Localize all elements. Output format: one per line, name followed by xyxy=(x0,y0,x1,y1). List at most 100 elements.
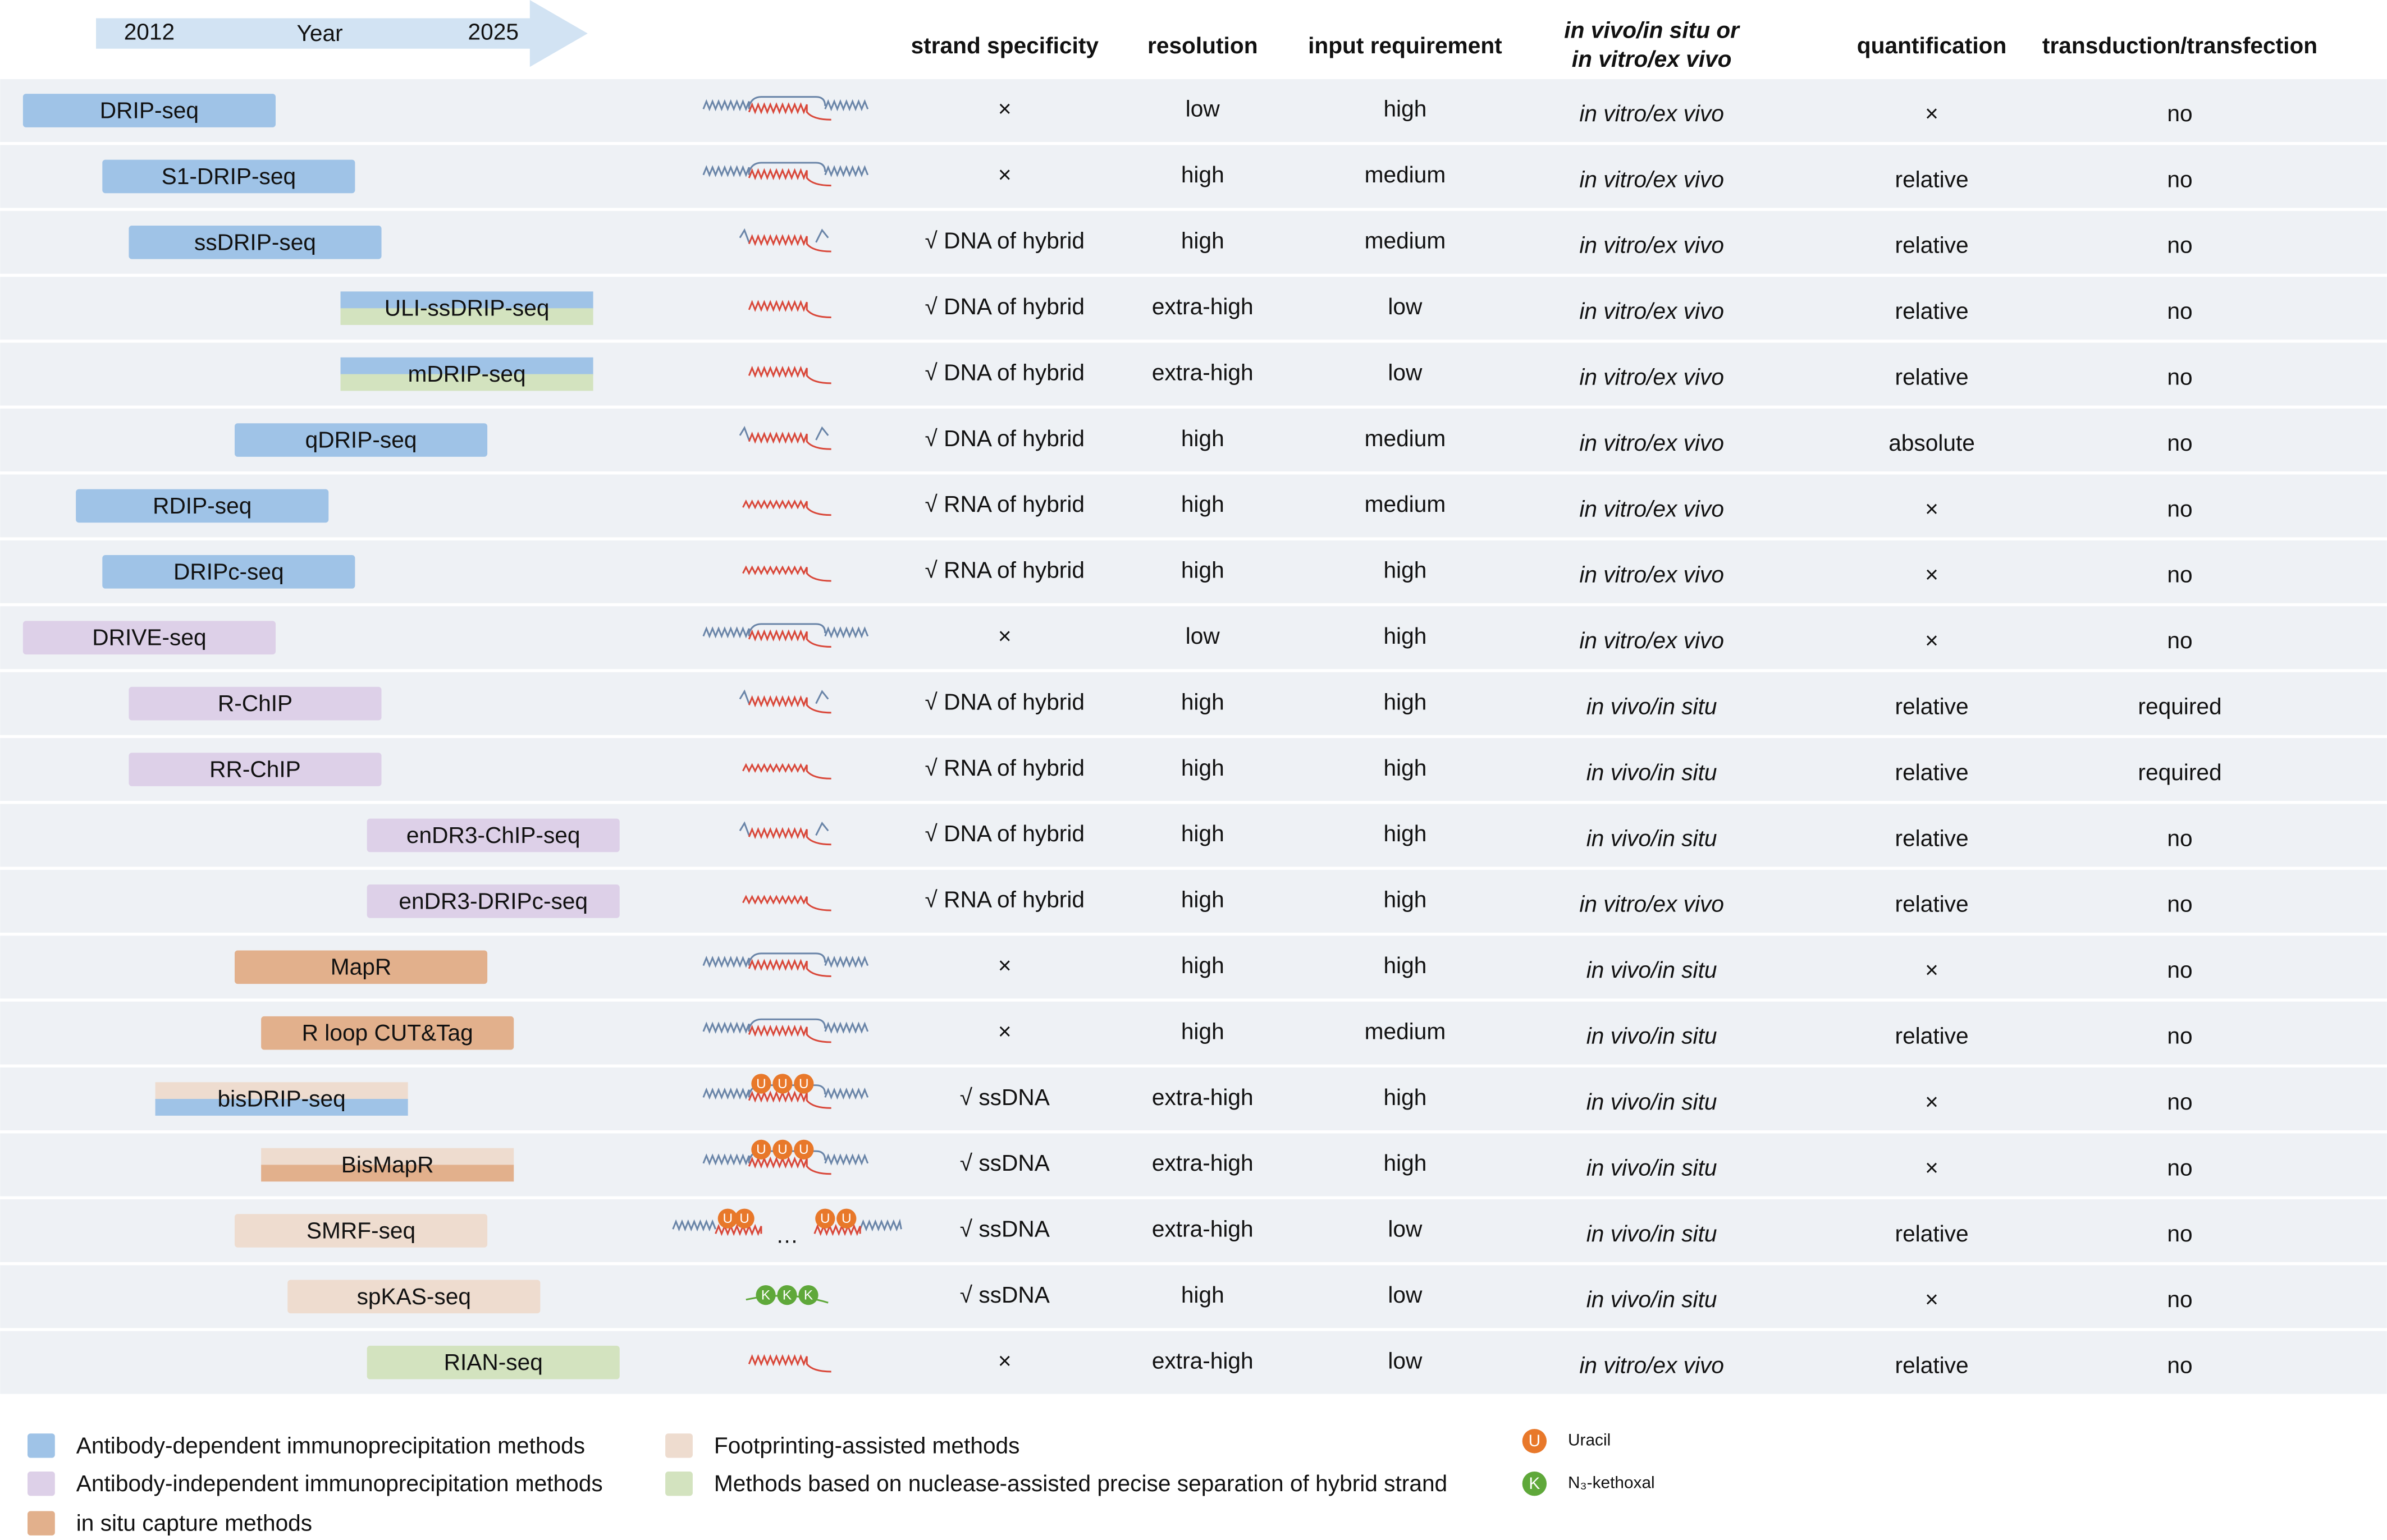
cell: relative xyxy=(1895,1353,1969,1378)
dna-flank xyxy=(739,228,750,243)
cell: extra-high xyxy=(1152,359,1254,385)
dna-flank xyxy=(739,425,750,441)
legend-label: Footprinting-assisted methods xyxy=(714,1432,1020,1458)
dna-flank xyxy=(702,99,750,112)
cell: low xyxy=(1388,1216,1423,1242)
cell: high xyxy=(1181,821,1224,846)
dna-flank xyxy=(702,1153,750,1166)
row-background xyxy=(0,672,2387,735)
rna-strand xyxy=(748,300,831,318)
base-icon xyxy=(717,1208,738,1229)
cell: √ RNA of hybrid xyxy=(925,491,1085,517)
base-letter: U xyxy=(756,1142,766,1157)
dna-flank xyxy=(824,626,869,639)
timeline-arrow xyxy=(96,0,588,67)
legend-symbol-label: Uracil xyxy=(1568,1431,1611,1450)
method-name: DRIP-seq xyxy=(100,97,199,123)
method-bar xyxy=(234,950,488,984)
column-header: input requirement xyxy=(1308,33,1502,58)
rna-strand xyxy=(748,102,831,121)
cell: extra-high xyxy=(1152,1150,1254,1176)
timeline-start: 2012 xyxy=(124,19,175,44)
row-background xyxy=(0,540,2387,603)
rna-strand xyxy=(748,1354,831,1373)
cell: medium xyxy=(1365,425,1446,451)
cell: × xyxy=(1925,627,1938,653)
timeline-label: Year xyxy=(297,20,343,46)
cell: required xyxy=(2138,694,2221,719)
method-bar-bottom xyxy=(340,374,593,391)
cell: no xyxy=(2167,232,2192,258)
cell: × xyxy=(1925,496,1938,521)
rna-strand xyxy=(748,1024,831,1043)
column-header: in vitro/ex vivo xyxy=(1572,46,1732,72)
legend-swatch xyxy=(665,1433,693,1458)
cell: in vitro/ex vivo xyxy=(1579,232,1724,258)
cell: in vivo/in situ xyxy=(1586,1089,1717,1115)
base-letter: U xyxy=(722,1211,733,1226)
method-name: qDRIP-seq xyxy=(305,427,417,452)
cell: high xyxy=(1181,162,1224,187)
cell: high xyxy=(1383,952,1426,978)
cell: √ ssDNA xyxy=(960,1282,1050,1308)
base-icon xyxy=(794,1139,814,1159)
cell: high xyxy=(1383,96,1426,122)
method-bar-bottom xyxy=(155,1099,408,1116)
cell: √ RNA of hybrid xyxy=(925,557,1085,583)
column-header: resolution xyxy=(1147,33,1258,58)
rna-strand xyxy=(742,895,831,911)
row-background xyxy=(0,145,2387,208)
column-header: in vivo/in situ or xyxy=(1564,17,1740,43)
dna-flank xyxy=(824,1087,869,1100)
dna-flank xyxy=(815,426,829,441)
cell: extra-high xyxy=(1152,294,1254,319)
method-name: ssDRIP-seq xyxy=(194,229,316,255)
cell: × xyxy=(1925,1089,1938,1115)
method-name: RIAN-seq xyxy=(444,1349,543,1375)
cell: in vivo/in situ xyxy=(1586,694,1717,719)
column-header: quantification xyxy=(1857,33,2007,58)
cell: √ ssDNA xyxy=(960,1216,1050,1242)
rna-strand xyxy=(748,695,831,714)
cell: no xyxy=(2167,298,2192,324)
method-bar-top xyxy=(340,291,593,310)
method-bar-bottom xyxy=(261,1165,514,1182)
dna-flank xyxy=(859,1218,902,1232)
cell: high xyxy=(1383,623,1426,649)
cell: × xyxy=(1925,562,1938,588)
row-background xyxy=(0,738,2387,801)
cell: no xyxy=(2167,1221,2192,1246)
cell: in vivo/in situ xyxy=(1586,957,1717,983)
cell: high xyxy=(1383,557,1426,583)
cell: low xyxy=(1388,1282,1423,1308)
cell: √ ssDNA xyxy=(960,1084,1050,1110)
cell: high xyxy=(1181,689,1224,714)
method-bar xyxy=(22,621,276,655)
rna-strand xyxy=(715,1223,762,1236)
cell: high xyxy=(1383,755,1426,781)
cell: relative xyxy=(1895,694,1969,719)
dna-flank xyxy=(824,1153,869,1166)
base-letter: U xyxy=(842,1211,852,1226)
base-icon xyxy=(798,1285,818,1305)
cell: in vivo/in situ xyxy=(1586,759,1717,785)
cell: in vitro/ex vivo xyxy=(1579,891,1724,917)
base-letter: K xyxy=(761,1287,770,1303)
cell: in vitro/ex vivo xyxy=(1579,100,1724,126)
cell: no xyxy=(2167,100,2192,126)
cell: high xyxy=(1181,952,1224,978)
cell: high xyxy=(1181,1282,1224,1308)
ellipsis: … xyxy=(776,1222,799,1248)
cell: high xyxy=(1181,1018,1224,1044)
method-bar xyxy=(129,753,382,786)
base-icon xyxy=(777,1285,797,1305)
base-icon xyxy=(772,1074,793,1094)
method-name: RDIP-seq xyxy=(153,493,251,519)
base-icon xyxy=(751,1139,771,1159)
rna-strand xyxy=(813,1223,861,1236)
column-header: strand specificity xyxy=(911,33,1099,58)
cell: high xyxy=(1181,228,1224,254)
cell: relative xyxy=(1895,1023,1969,1049)
cell: no xyxy=(2167,496,2192,521)
rna-strand xyxy=(742,763,831,780)
